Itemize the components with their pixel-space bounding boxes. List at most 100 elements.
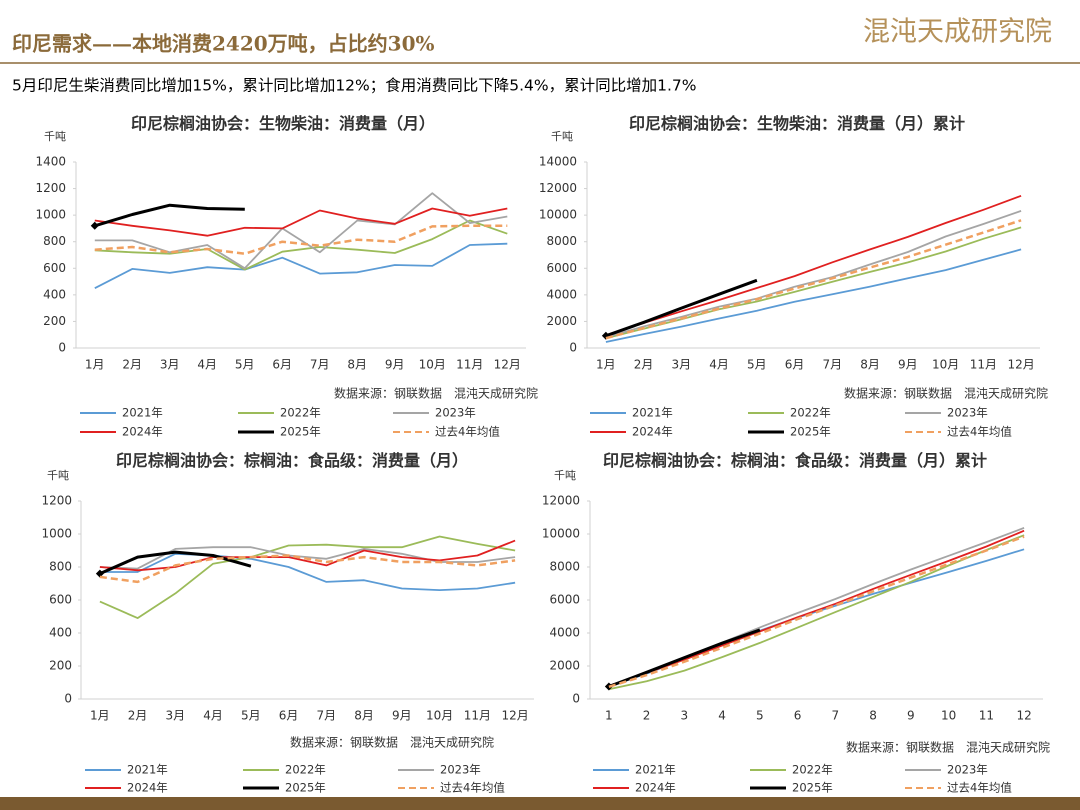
x-tick-label: 11月 — [464, 709, 491, 723]
x-tick-label: 3月 — [160, 358, 180, 372]
y-tick-label: 6000 — [549, 593, 580, 607]
x-tick-label: 11月 — [456, 358, 483, 372]
x-tick-label: 12月 — [501, 709, 528, 723]
legend-label: 2021年 — [635, 763, 676, 777]
legend-label: 2025年 — [280, 425, 321, 439]
x-tick-label: 5月 — [235, 358, 255, 372]
series-start-marker — [90, 221, 99, 230]
y-tick-label: 2000 — [546, 314, 577, 328]
series-line — [94, 192, 508, 270]
legend-label: 2024年 — [632, 425, 673, 439]
x-tick-label: 9月 — [385, 358, 405, 372]
chart-title: 印尼棕榈油协会：棕榈油：食品级：消费量（月）累计 — [602, 451, 987, 470]
source-note: 数据来源：钢联数据 混沌天成研究院 — [846, 740, 1050, 755]
series-line — [605, 210, 1022, 339]
y-axis-unit: 千吨 — [44, 130, 66, 143]
subtitle: 5月印尼生柴消费同比增加15%，累计同比增加12%；食用消费同比下降5.4%，累… — [12, 77, 697, 95]
legend-label: 2023年 — [440, 763, 481, 777]
y-tick-label: 12000 — [539, 181, 577, 195]
y-tick-label: 1000 — [35, 208, 66, 222]
y-tick-label: 800 — [49, 560, 72, 574]
y-tick-label: 400 — [43, 287, 66, 301]
slide-title: 印尼需求——本地消费2420万吨，占比约30% — [12, 32, 435, 56]
legend-label: 2024年 — [122, 425, 163, 439]
x-tick-label: 10月 — [419, 358, 446, 372]
x-tick-label: 12 — [1016, 709, 1031, 723]
legend-label: 2022年 — [790, 406, 831, 420]
chart-title: 印尼棕榈油协会：生物柴油：消费量（月）累计 — [628, 114, 965, 133]
x-tick-label: 4月 — [203, 709, 223, 723]
footer-bar — [0, 797, 1080, 810]
x-tick-label: 3 — [681, 709, 689, 723]
y-axis-unit: 千吨 — [47, 469, 69, 482]
x-tick-label: 4 — [718, 709, 726, 723]
series-line — [94, 219, 508, 271]
x-tick-label: 6月 — [785, 358, 805, 372]
y-tick-label: 10000 — [539, 208, 577, 222]
y-tick-label: 400 — [49, 626, 72, 640]
x-tick-label: 12月 — [494, 358, 521, 372]
x-tick-label: 4月 — [709, 358, 729, 372]
x-tick-label: 6月 — [272, 358, 292, 372]
y-tick-label: 1200 — [35, 181, 66, 195]
x-tick-label: 3月 — [166, 709, 186, 723]
y-tick-label: 4000 — [549, 626, 580, 640]
y-tick-label: 600 — [43, 261, 66, 275]
source-note: 数据来源：钢联数据 混沌天成研究院 — [334, 386, 538, 401]
y-tick-label: 0 — [569, 341, 577, 355]
series-line — [608, 529, 1025, 687]
legend-label: 2021年 — [632, 406, 673, 420]
series-line — [605, 194, 1022, 337]
x-tick-label: 2月 — [634, 358, 654, 372]
y-tick-label: 1200 — [41, 494, 72, 508]
y-tick-label: 0 — [572, 692, 580, 706]
y-tick-label: 0 — [58, 341, 66, 355]
x-tick-label: 11 — [979, 709, 994, 723]
x-tick-label: 2 — [643, 709, 651, 723]
series-line — [99, 535, 516, 619]
x-tick-label: 5 — [756, 709, 764, 723]
y-tick-label: 1400 — [35, 155, 66, 169]
x-tick-label: 1月 — [90, 709, 110, 723]
x-tick-label: 11月 — [970, 358, 997, 372]
y-tick-label: 2000 — [549, 659, 580, 673]
x-tick-label: 2月 — [122, 358, 142, 372]
x-tick-label: 6月 — [279, 709, 299, 723]
x-tick-label: 5月 — [747, 358, 767, 372]
legend-label: 2022年 — [792, 763, 833, 777]
y-axis-unit: 千吨 — [551, 130, 573, 143]
x-tick-label: 8 — [869, 709, 877, 723]
legend-label: 2022年 — [285, 763, 326, 777]
y-tick-label: 600 — [49, 593, 72, 607]
y-tick-label: 10000 — [542, 527, 580, 541]
y-tick-label: 0 — [64, 692, 72, 706]
y-tick-label: 200 — [43, 314, 66, 328]
x-tick-label: 9 — [907, 709, 915, 723]
x-tick-label: 1月 — [596, 358, 616, 372]
x-tick-label: 2月 — [128, 709, 148, 723]
y-tick-label: 800 — [43, 234, 66, 248]
x-tick-label: 7月 — [310, 358, 330, 372]
series-line — [99, 550, 252, 575]
x-tick-label: 9月 — [898, 358, 918, 372]
series-line — [605, 219, 1022, 340]
logo: 混沌天成研究院 — [863, 17, 1052, 48]
x-tick-label: 8月 — [860, 358, 880, 372]
series-line — [94, 203, 245, 228]
y-tick-label: 8000 — [549, 560, 580, 574]
series-line — [94, 242, 508, 290]
x-tick-label: 7月 — [317, 709, 337, 723]
legend-label: 2021年 — [122, 406, 163, 420]
series-line — [99, 554, 516, 584]
x-tick-label: 10月 — [426, 709, 453, 723]
x-tick-label: 1 — [605, 709, 613, 723]
legend-label: 2024年 — [635, 781, 676, 795]
x-tick-label: 10月 — [932, 358, 959, 372]
legend-label: 2025年 — [792, 781, 833, 795]
legend-label: 过去4年均值 — [440, 781, 505, 795]
legend-label: 2023年 — [947, 763, 988, 777]
legend-label: 2022年 — [280, 406, 321, 420]
x-tick-label: 9月 — [392, 709, 412, 723]
